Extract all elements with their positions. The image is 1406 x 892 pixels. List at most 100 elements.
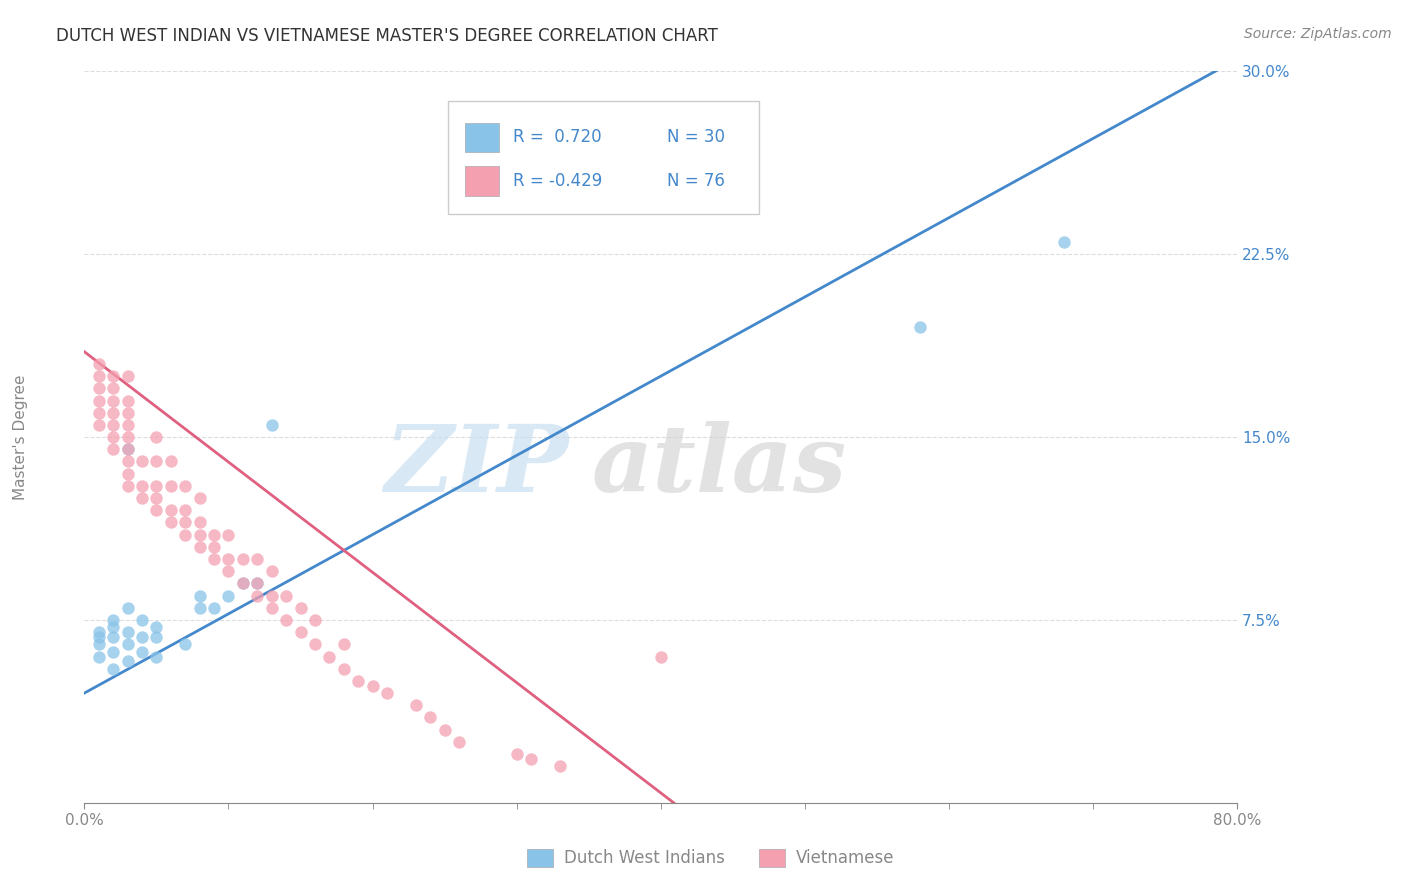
Point — [290, 625, 312, 640]
Point — [87, 357, 110, 371]
Point — [260, 417, 283, 432]
Point — [117, 654, 139, 668]
Point — [87, 369, 110, 384]
Text: Source: ZipAtlas.com: Source: ZipAtlas.com — [1244, 27, 1392, 41]
Point — [103, 369, 124, 384]
FancyBboxPatch shape — [447, 101, 759, 214]
Point — [131, 454, 153, 468]
Point — [174, 479, 197, 493]
Text: R =  0.720: R = 0.720 — [513, 128, 602, 146]
Point — [202, 600, 225, 615]
Point — [375, 686, 398, 700]
Point — [160, 479, 183, 493]
Point — [174, 516, 197, 530]
Point — [131, 630, 153, 644]
Point — [1053, 235, 1076, 249]
Point — [117, 430, 139, 444]
Point — [103, 381, 124, 395]
Point — [650, 649, 672, 664]
Point — [246, 576, 269, 591]
Point — [103, 645, 124, 659]
Point — [274, 589, 298, 603]
Point — [419, 710, 441, 724]
Point — [103, 430, 124, 444]
Point — [87, 406, 110, 420]
Point — [117, 625, 139, 640]
Point — [260, 589, 283, 603]
Point — [87, 637, 110, 651]
Point — [103, 406, 124, 420]
Point — [117, 442, 139, 457]
Point — [188, 516, 211, 530]
Point — [274, 613, 298, 627]
Point — [87, 649, 110, 664]
Point — [290, 600, 312, 615]
Point — [117, 393, 139, 408]
Point — [103, 662, 124, 676]
Point — [103, 613, 124, 627]
Point — [160, 503, 183, 517]
Point — [188, 491, 211, 505]
Point — [145, 649, 167, 664]
Point — [160, 516, 183, 530]
Point — [103, 417, 124, 432]
Point — [447, 735, 470, 749]
Point — [246, 589, 269, 603]
Point — [506, 747, 529, 761]
Point — [332, 637, 354, 651]
Point — [174, 503, 197, 517]
Text: Master's Degree: Master's Degree — [14, 375, 28, 500]
Point — [131, 613, 153, 627]
Point — [131, 645, 153, 659]
Point — [117, 479, 139, 493]
Point — [103, 620, 124, 634]
Point — [188, 540, 211, 554]
Point — [188, 527, 211, 541]
Bar — [465, 122, 499, 152]
Point — [188, 589, 211, 603]
Point — [304, 637, 326, 651]
Point — [131, 491, 153, 505]
Point — [103, 630, 124, 644]
Point — [160, 454, 183, 468]
Text: N = 76: N = 76 — [666, 172, 724, 190]
Point — [145, 503, 167, 517]
Point — [232, 576, 254, 591]
Text: R = -0.429: R = -0.429 — [513, 172, 603, 190]
Text: ZIP: ZIP — [384, 421, 568, 511]
Point — [87, 381, 110, 395]
Point — [318, 649, 340, 664]
Point — [260, 564, 283, 578]
Point — [188, 600, 211, 615]
Point — [217, 564, 239, 578]
Point — [131, 479, 153, 493]
Point — [347, 673, 370, 688]
Point — [202, 540, 225, 554]
Point — [260, 600, 283, 615]
Point — [117, 454, 139, 468]
Point — [202, 552, 225, 566]
Text: N = 30: N = 30 — [666, 128, 724, 146]
Point — [117, 417, 139, 432]
Point — [332, 662, 354, 676]
Point — [117, 406, 139, 420]
Point — [217, 589, 239, 603]
Point — [520, 752, 543, 766]
Point — [361, 679, 384, 693]
Point — [304, 613, 326, 627]
Point — [145, 430, 167, 444]
Point — [145, 479, 167, 493]
Text: Dutch West Indians: Dutch West Indians — [564, 849, 724, 867]
Point — [145, 454, 167, 468]
Point — [433, 723, 456, 737]
Point — [117, 637, 139, 651]
Point — [174, 637, 197, 651]
Point — [202, 527, 225, 541]
Bar — [465, 167, 499, 195]
Point — [145, 491, 167, 505]
Text: DUTCH WEST INDIAN VS VIETNAMESE MASTER'S DEGREE CORRELATION CHART: DUTCH WEST INDIAN VS VIETNAMESE MASTER'S… — [56, 27, 718, 45]
Text: Vietnamese: Vietnamese — [796, 849, 894, 867]
Point — [908, 320, 931, 334]
Point — [405, 698, 427, 713]
Point — [145, 630, 167, 644]
